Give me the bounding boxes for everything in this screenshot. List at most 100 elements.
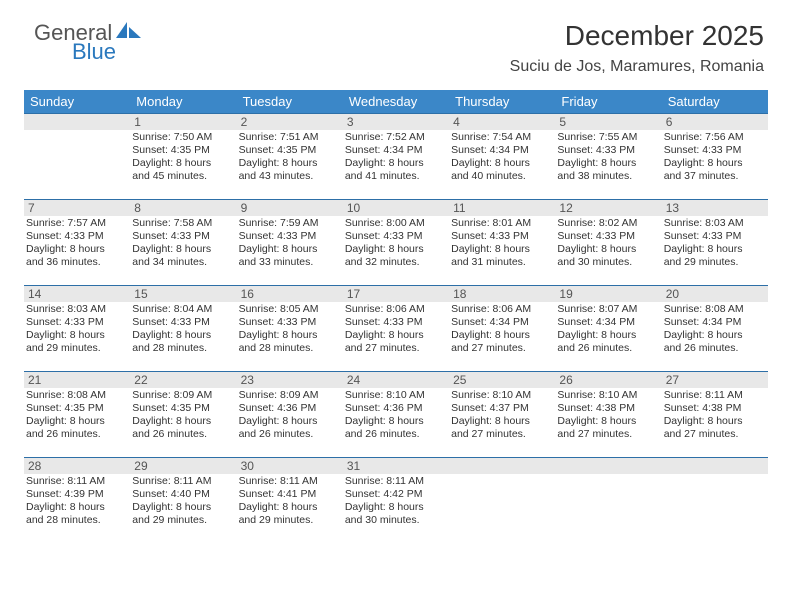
- calendar-cell: 30Sunrise: 8:11 AMSunset: 4:41 PMDayligh…: [237, 457, 343, 543]
- calendar-cell: 2Sunrise: 7:51 AMSunset: 4:35 PMDaylight…: [237, 113, 343, 199]
- calendar-cell: 31Sunrise: 8:11 AMSunset: 4:42 PMDayligh…: [343, 457, 449, 543]
- calendar-cell: 5Sunrise: 7:55 AMSunset: 4:33 PMDaylight…: [555, 113, 661, 199]
- day-details: Sunrise: 7:59 AMSunset: 4:33 PMDaylight:…: [237, 216, 343, 270]
- day-details: Sunrise: 7:50 AMSunset: 4:35 PMDaylight:…: [130, 130, 236, 184]
- day-number: 27: [662, 371, 768, 388]
- day-number: 1: [130, 113, 236, 130]
- calendar-table: SundayMondayTuesdayWednesdayThursdayFrid…: [24, 90, 768, 543]
- weekday-header: Wednesday: [343, 90, 449, 113]
- day-number: 23: [237, 371, 343, 388]
- header: General Blue December 2025 Suciu de Jos,…: [0, 0, 792, 84]
- calendar-cell: 28Sunrise: 8:11 AMSunset: 4:39 PMDayligh…: [24, 457, 130, 543]
- calendar-cell: 15Sunrise: 8:04 AMSunset: 4:33 PMDayligh…: [130, 285, 236, 371]
- empty-day: [24, 113, 130, 130]
- day-details: Sunrise: 8:11 AMSunset: 4:42 PMDaylight:…: [343, 474, 449, 528]
- calendar-cell: 14Sunrise: 8:03 AMSunset: 4:33 PMDayligh…: [24, 285, 130, 371]
- weekday-header: Tuesday: [237, 90, 343, 113]
- brand-logo: General Blue: [34, 20, 142, 63]
- day-number: 16: [237, 285, 343, 302]
- day-number: 12: [555, 199, 661, 216]
- day-number: 5: [555, 113, 661, 130]
- calendar-cell: 11Sunrise: 8:01 AMSunset: 4:33 PMDayligh…: [449, 199, 555, 285]
- calendar-cell: 10Sunrise: 8:00 AMSunset: 4:33 PMDayligh…: [343, 199, 449, 285]
- day-details: Sunrise: 8:10 AMSunset: 4:36 PMDaylight:…: [343, 388, 449, 442]
- calendar-cell: 26Sunrise: 8:10 AMSunset: 4:38 PMDayligh…: [555, 371, 661, 457]
- day-details: Sunrise: 8:11 AMSunset: 4:40 PMDaylight:…: [130, 474, 236, 528]
- empty-day: [662, 457, 768, 474]
- day-number: 30: [237, 457, 343, 474]
- day-number: 6: [662, 113, 768, 130]
- day-number: 7: [24, 199, 130, 216]
- day-number: 20: [662, 285, 768, 302]
- calendar-cell: [662, 457, 768, 543]
- calendar-cell: 3Sunrise: 7:52 AMSunset: 4:34 PMDaylight…: [343, 113, 449, 199]
- day-number: 21: [24, 371, 130, 388]
- empty-day: [555, 457, 661, 474]
- day-number: 25: [449, 371, 555, 388]
- calendar-cell: 19Sunrise: 8:07 AMSunset: 4:34 PMDayligh…: [555, 285, 661, 371]
- calendar-cell: 7Sunrise: 7:57 AMSunset: 4:33 PMDaylight…: [24, 199, 130, 285]
- day-number: 29: [130, 457, 236, 474]
- calendar-cell: 8Sunrise: 7:58 AMSunset: 4:33 PMDaylight…: [130, 199, 236, 285]
- calendar-cell: 17Sunrise: 8:06 AMSunset: 4:33 PMDayligh…: [343, 285, 449, 371]
- day-details: Sunrise: 7:51 AMSunset: 4:35 PMDaylight:…: [237, 130, 343, 184]
- weekday-header: Saturday: [662, 90, 768, 113]
- day-number: 10: [343, 199, 449, 216]
- day-details: Sunrise: 8:11 AMSunset: 4:41 PMDaylight:…: [237, 474, 343, 528]
- calendar-cell: 29Sunrise: 8:11 AMSunset: 4:40 PMDayligh…: [130, 457, 236, 543]
- weekday-header: Thursday: [449, 90, 555, 113]
- calendar-cell: 22Sunrise: 8:09 AMSunset: 4:35 PMDayligh…: [130, 371, 236, 457]
- page-title: December 2025: [510, 20, 764, 52]
- calendar-cell: 27Sunrise: 8:11 AMSunset: 4:38 PMDayligh…: [662, 371, 768, 457]
- day-number: 8: [130, 199, 236, 216]
- day-details: Sunrise: 8:08 AMSunset: 4:35 PMDaylight:…: [24, 388, 130, 442]
- day-number: 13: [662, 199, 768, 216]
- empty-day: [449, 457, 555, 474]
- calendar-cell: [449, 457, 555, 543]
- day-details: Sunrise: 8:11 AMSunset: 4:39 PMDaylight:…: [24, 474, 130, 528]
- calendar-cell: 21Sunrise: 8:08 AMSunset: 4:35 PMDayligh…: [24, 371, 130, 457]
- day-details: Sunrise: 8:03 AMSunset: 4:33 PMDaylight:…: [24, 302, 130, 356]
- day-details: Sunrise: 8:00 AMSunset: 4:33 PMDaylight:…: [343, 216, 449, 270]
- title-block: December 2025 Suciu de Jos, Maramures, R…: [510, 20, 764, 76]
- day-details: Sunrise: 7:56 AMSunset: 4:33 PMDaylight:…: [662, 130, 768, 184]
- brand-line2: Blue: [34, 40, 142, 63]
- calendar-cell: 1Sunrise: 7:50 AMSunset: 4:35 PMDaylight…: [130, 113, 236, 199]
- day-details: Sunrise: 8:09 AMSunset: 4:35 PMDaylight:…: [130, 388, 236, 442]
- day-details: Sunrise: 8:11 AMSunset: 4:38 PMDaylight:…: [662, 388, 768, 442]
- day-details: Sunrise: 8:10 AMSunset: 4:38 PMDaylight:…: [555, 388, 661, 442]
- calendar-cell: 6Sunrise: 7:56 AMSunset: 4:33 PMDaylight…: [662, 113, 768, 199]
- day-number: 28: [24, 457, 130, 474]
- day-details: Sunrise: 8:09 AMSunset: 4:36 PMDaylight:…: [237, 388, 343, 442]
- day-details: Sunrise: 8:07 AMSunset: 4:34 PMDaylight:…: [555, 302, 661, 356]
- location-subtitle: Suciu de Jos, Maramures, Romania: [510, 58, 764, 76]
- day-details: Sunrise: 8:02 AMSunset: 4:33 PMDaylight:…: [555, 216, 661, 270]
- day-number: 3: [343, 113, 449, 130]
- day-number: 24: [343, 371, 449, 388]
- calendar-cell: 25Sunrise: 8:10 AMSunset: 4:37 PMDayligh…: [449, 371, 555, 457]
- day-number: 26: [555, 371, 661, 388]
- day-details: Sunrise: 8:08 AMSunset: 4:34 PMDaylight:…: [662, 302, 768, 356]
- day-details: Sunrise: 8:10 AMSunset: 4:37 PMDaylight:…: [449, 388, 555, 442]
- day-number: 14: [24, 285, 130, 302]
- weekday-header-row: SundayMondayTuesdayWednesdayThursdayFrid…: [24, 90, 768, 113]
- day-number: 15: [130, 285, 236, 302]
- day-number: 9: [237, 199, 343, 216]
- day-details: Sunrise: 7:52 AMSunset: 4:34 PMDaylight:…: [343, 130, 449, 184]
- calendar-cell: [555, 457, 661, 543]
- day-number: 19: [555, 285, 661, 302]
- day-details: Sunrise: 8:06 AMSunset: 4:34 PMDaylight:…: [449, 302, 555, 356]
- day-details: Sunrise: 8:06 AMSunset: 4:33 PMDaylight:…: [343, 302, 449, 356]
- calendar-cell: 24Sunrise: 8:10 AMSunset: 4:36 PMDayligh…: [343, 371, 449, 457]
- weekday-header: Friday: [555, 90, 661, 113]
- day-number: 22: [130, 371, 236, 388]
- day-number: 17: [343, 285, 449, 302]
- calendar-body: 1Sunrise: 7:50 AMSunset: 4:35 PMDaylight…: [24, 113, 768, 543]
- day-details: Sunrise: 7:58 AMSunset: 4:33 PMDaylight:…: [130, 216, 236, 270]
- weekday-header: Sunday: [24, 90, 130, 113]
- calendar-cell: 12Sunrise: 8:02 AMSunset: 4:33 PMDayligh…: [555, 199, 661, 285]
- calendar-cell: 13Sunrise: 8:03 AMSunset: 4:33 PMDayligh…: [662, 199, 768, 285]
- calendar-cell: 9Sunrise: 7:59 AMSunset: 4:33 PMDaylight…: [237, 199, 343, 285]
- calendar-cell: 16Sunrise: 8:05 AMSunset: 4:33 PMDayligh…: [237, 285, 343, 371]
- day-number: 4: [449, 113, 555, 130]
